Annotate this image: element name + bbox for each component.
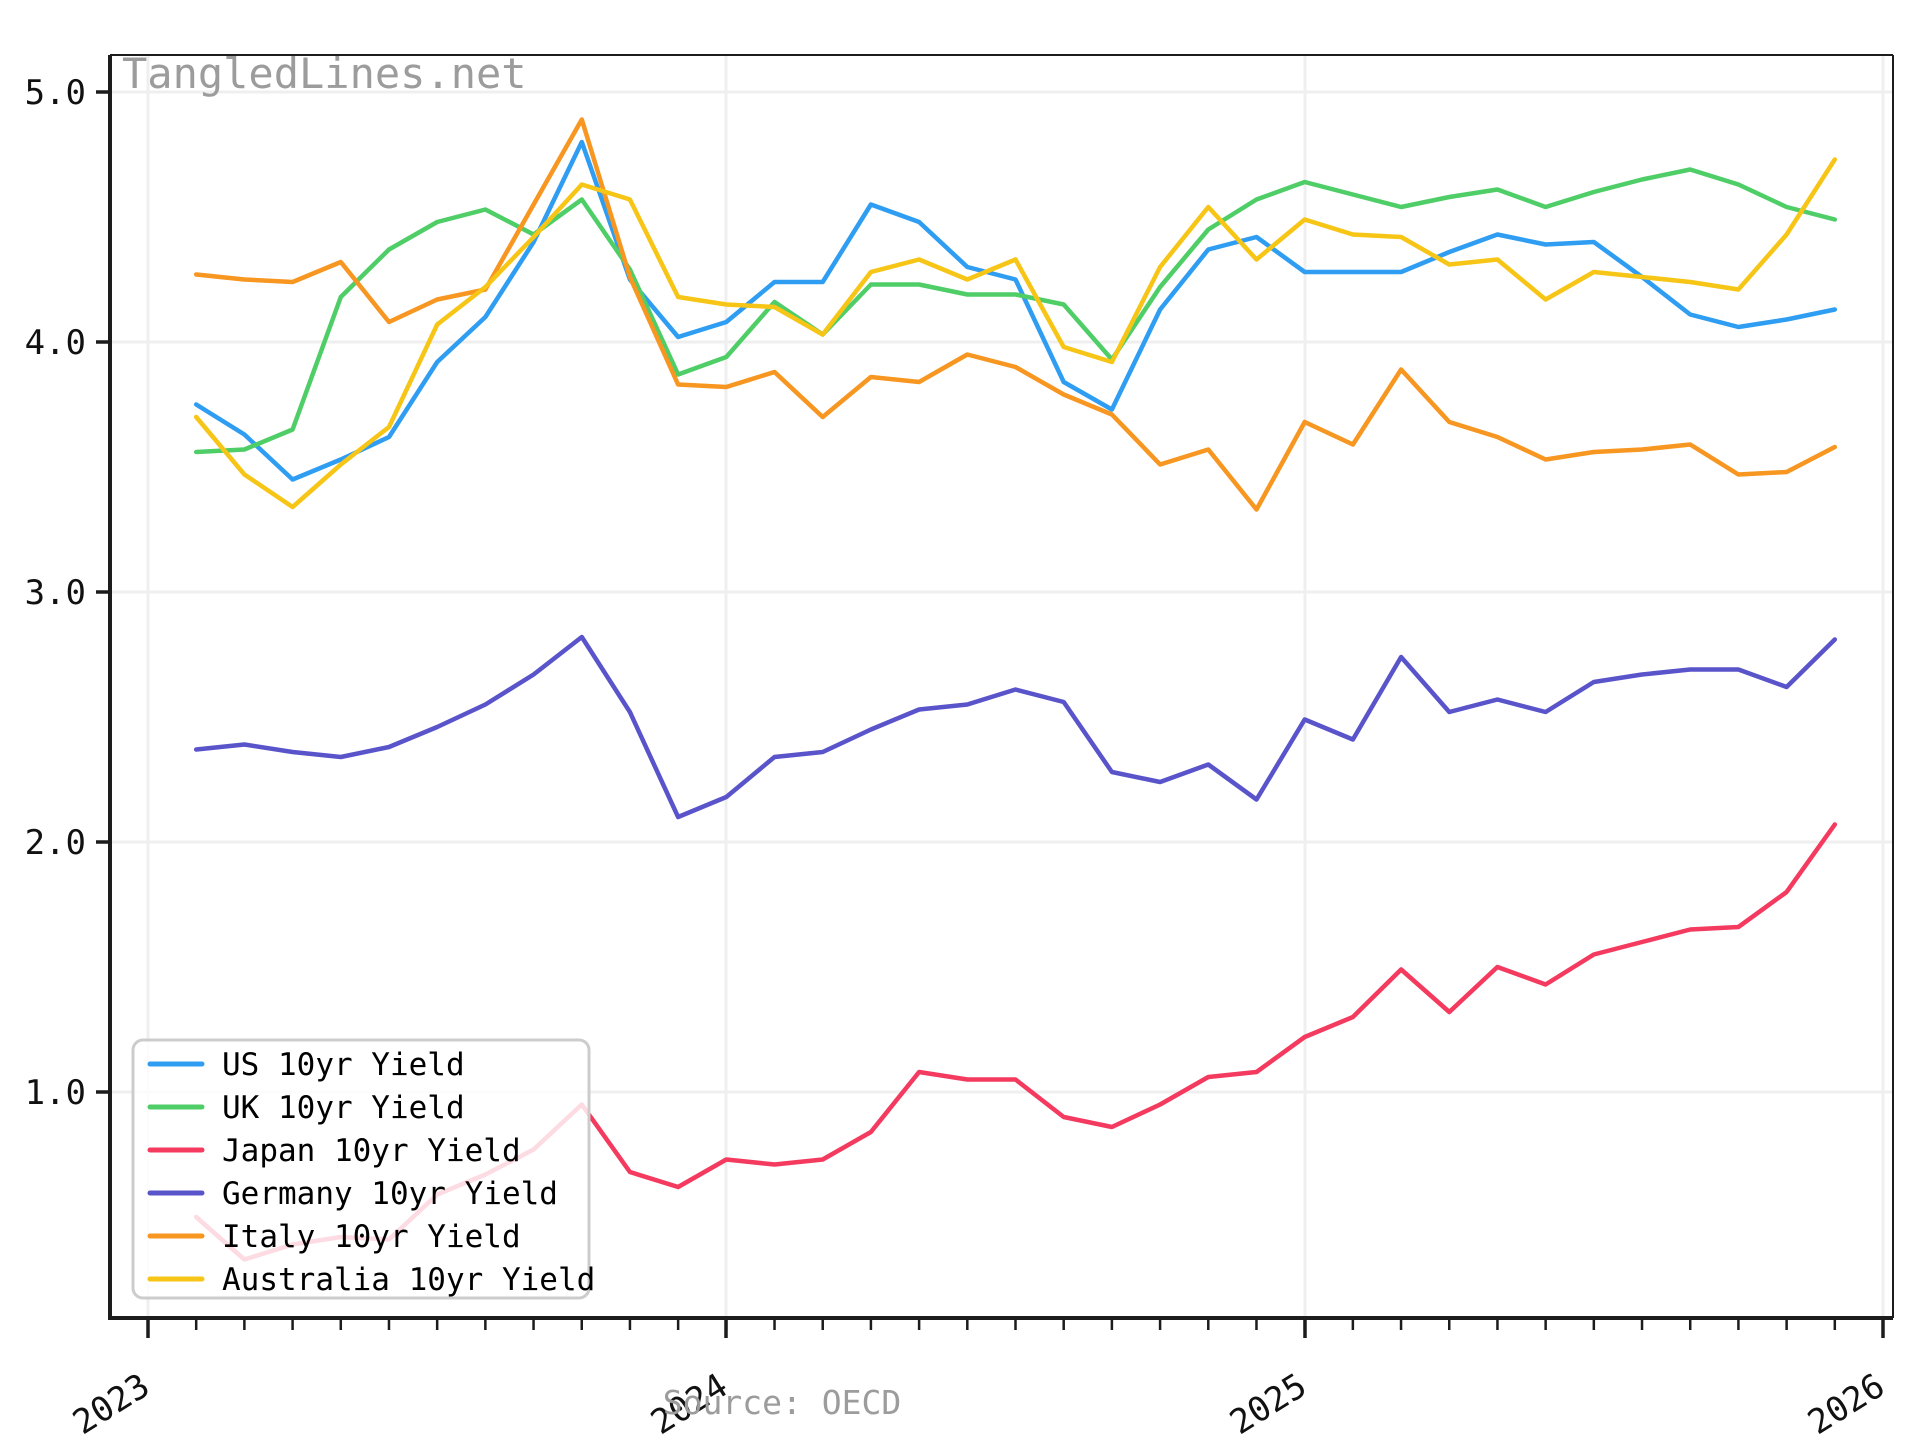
legend-box (131, 1038, 591, 1300)
x-tick-label: 2025 (1223, 1366, 1314, 1440)
series-line-uk (193, 167, 1838, 455)
series-line-australia (193, 157, 1838, 510)
watermark-text: TangledLines.net (122, 49, 527, 98)
legend-label-germany: Germany 10yr Yield (222, 1176, 558, 1212)
x-tick-label: 2026 (1801, 1366, 1892, 1440)
y-tick-label: 2.0 (25, 823, 86, 863)
series-line-us (193, 139, 1838, 482)
legend-label-japan: Japan 10yr Yield (222, 1133, 521, 1169)
series-line-germany (193, 634, 1838, 820)
series-line-italy (193, 117, 1838, 512)
legend-label-italy: Italy 10yr Yield (222, 1219, 521, 1255)
y-tick-label: 5.0 (25, 73, 86, 113)
legend-label-uk: UK 10yr Yield (222, 1090, 465, 1126)
x-tick-label: 2023 (66, 1366, 157, 1440)
y-tick-label: 4.0 (25, 323, 86, 363)
legend-label-australia: Australia 10yr Yield (222, 1262, 595, 1298)
source-note: Source: OECD (663, 1383, 901, 1422)
y-tick-label: 3.0 (25, 573, 86, 613)
y-tick-label: 1.0 (25, 1073, 86, 1113)
legend-label-us: US 10yr Yield (222, 1047, 465, 1083)
